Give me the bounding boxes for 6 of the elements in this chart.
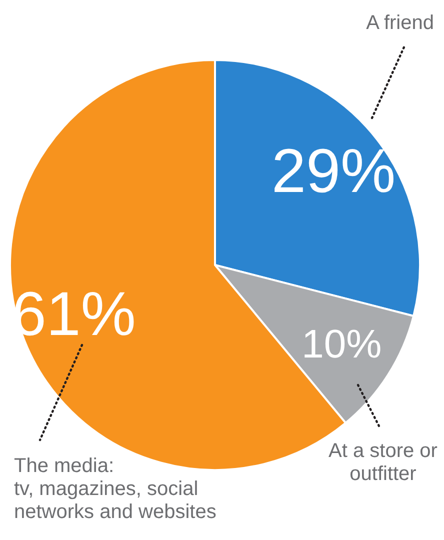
- data-label: 61%: [12, 280, 136, 349]
- data-label: 29%: [271, 137, 396, 206]
- slice-label: At a store or outfitter: [328, 440, 438, 486]
- slice-label: A friend: [365, 12, 434, 35]
- data-label: 10%: [302, 322, 382, 366]
- slice-label: The media: tv, magazines, social networks and websites: [14, 455, 218, 524]
